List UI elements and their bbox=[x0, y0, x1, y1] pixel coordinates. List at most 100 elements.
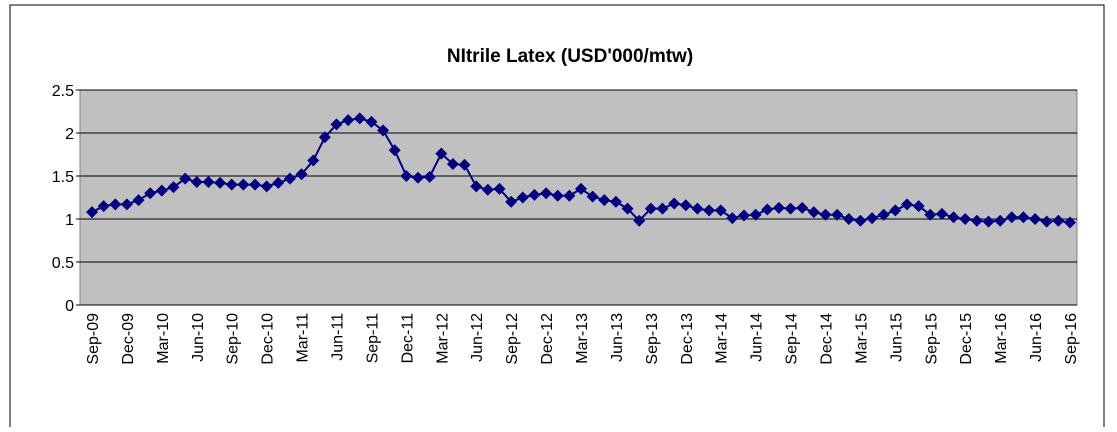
marker bbox=[295, 168, 308, 181]
marker bbox=[633, 214, 646, 227]
x-tick-label: Mar-11 bbox=[295, 313, 312, 363]
y-tick-label: 1 bbox=[65, 212, 74, 229]
marker bbox=[959, 213, 972, 225]
marker bbox=[190, 176, 203, 189]
marker bbox=[644, 202, 657, 215]
marker bbox=[505, 195, 518, 208]
marker bbox=[703, 204, 716, 217]
marker bbox=[924, 208, 937, 221]
x-tick-label: Sep-12 bbox=[504, 313, 521, 365]
marker bbox=[342, 114, 355, 127]
marker bbox=[726, 212, 739, 225]
marker bbox=[179, 172, 192, 185]
marker bbox=[330, 118, 343, 131]
marker bbox=[528, 188, 541, 201]
x-tick-label: Sep-14 bbox=[784, 313, 801, 365]
x-tick-label: Dec-14 bbox=[819, 313, 836, 365]
x-tick-label: Sep-10 bbox=[225, 313, 242, 365]
marker bbox=[249, 178, 261, 191]
marker bbox=[97, 200, 110, 213]
x-tick-label: Sep-09 bbox=[85, 313, 102, 365]
x-tick-label: Sep-11 bbox=[364, 313, 381, 364]
marker bbox=[1029, 213, 1042, 225]
marker bbox=[831, 208, 844, 221]
x-tick-label: Dec-12 bbox=[539, 313, 556, 365]
y-tick-label: 2.5 bbox=[52, 83, 74, 100]
x-tick-label: Dec-15 bbox=[958, 313, 975, 365]
marker bbox=[214, 176, 227, 189]
marker bbox=[807, 206, 820, 219]
x-tick-label: Jun-10 bbox=[190, 313, 207, 362]
x-tick-label: Dec-10 bbox=[260, 313, 277, 365]
marker bbox=[365, 115, 378, 128]
x-tick-label: Mar-14 bbox=[714, 313, 731, 364]
y-tick-label: 0 bbox=[65, 298, 74, 315]
y-tick-label: 0.5 bbox=[52, 255, 74, 272]
marker bbox=[901, 198, 913, 211]
marker bbox=[1052, 214, 1065, 227]
marker bbox=[761, 203, 774, 216]
marker bbox=[412, 171, 424, 184]
marker bbox=[493, 182, 506, 195]
marker bbox=[609, 195, 622, 208]
marker bbox=[772, 201, 785, 214]
marker bbox=[540, 187, 553, 200]
x-tick-label: Jun-12 bbox=[469, 313, 486, 362]
marker bbox=[621, 202, 634, 215]
marker bbox=[109, 198, 122, 211]
x-tick-label: Dec-11 bbox=[399, 313, 416, 363]
marker bbox=[947, 211, 960, 224]
x-tick-label: Jun-11 bbox=[330, 313, 347, 361]
marker bbox=[575, 182, 587, 195]
marker bbox=[586, 190, 599, 203]
x-tick-label: Dec-13 bbox=[679, 313, 696, 365]
marker bbox=[1064, 216, 1076, 229]
marker bbox=[1005, 211, 1018, 224]
x-tick-label: Mar-12 bbox=[434, 313, 451, 364]
marker bbox=[400, 170, 413, 182]
x-tick-label: Dec-09 bbox=[120, 313, 137, 365]
marker bbox=[307, 154, 320, 167]
x-tick-label: Mar-10 bbox=[155, 313, 172, 364]
marker bbox=[225, 178, 238, 191]
marker bbox=[272, 176, 285, 189]
marker bbox=[86, 206, 98, 219]
marker bbox=[889, 204, 902, 217]
marker bbox=[1017, 211, 1030, 224]
marker bbox=[563, 189, 576, 202]
y-tick-label: 2 bbox=[65, 126, 74, 143]
marker bbox=[982, 215, 995, 228]
marker bbox=[470, 180, 483, 193]
marker bbox=[796, 201, 809, 214]
plot-area bbox=[79, 89, 1078, 306]
x-tick-label: Sep-15 bbox=[923, 313, 940, 365]
marker bbox=[866, 212, 879, 225]
marker bbox=[202, 176, 215, 189]
marker bbox=[714, 204, 727, 217]
marker bbox=[120, 198, 133, 211]
marker bbox=[260, 180, 273, 193]
marker bbox=[877, 208, 890, 221]
chart-title: NItrile Latex (USD'000/mtw) bbox=[447, 46, 693, 67]
marker bbox=[842, 213, 855, 225]
marker bbox=[935, 207, 948, 220]
marker bbox=[598, 194, 611, 207]
marker bbox=[283, 172, 296, 185]
marker bbox=[970, 214, 983, 227]
marker bbox=[167, 181, 180, 194]
marker bbox=[481, 183, 494, 196]
x-tick-label: Sep-13 bbox=[644, 313, 661, 365]
marker bbox=[668, 197, 681, 210]
marker bbox=[679, 199, 692, 212]
x-tick-label: Jun-13 bbox=[609, 313, 626, 362]
x-tick-label: Mar-16 bbox=[993, 313, 1010, 364]
marker bbox=[132, 194, 145, 207]
marker bbox=[377, 124, 390, 137]
marker bbox=[912, 200, 925, 213]
marker bbox=[423, 170, 436, 183]
marker bbox=[749, 208, 762, 221]
x-tick-label: Jun-16 bbox=[1028, 313, 1045, 362]
marker bbox=[854, 214, 867, 227]
marker bbox=[738, 209, 750, 222]
